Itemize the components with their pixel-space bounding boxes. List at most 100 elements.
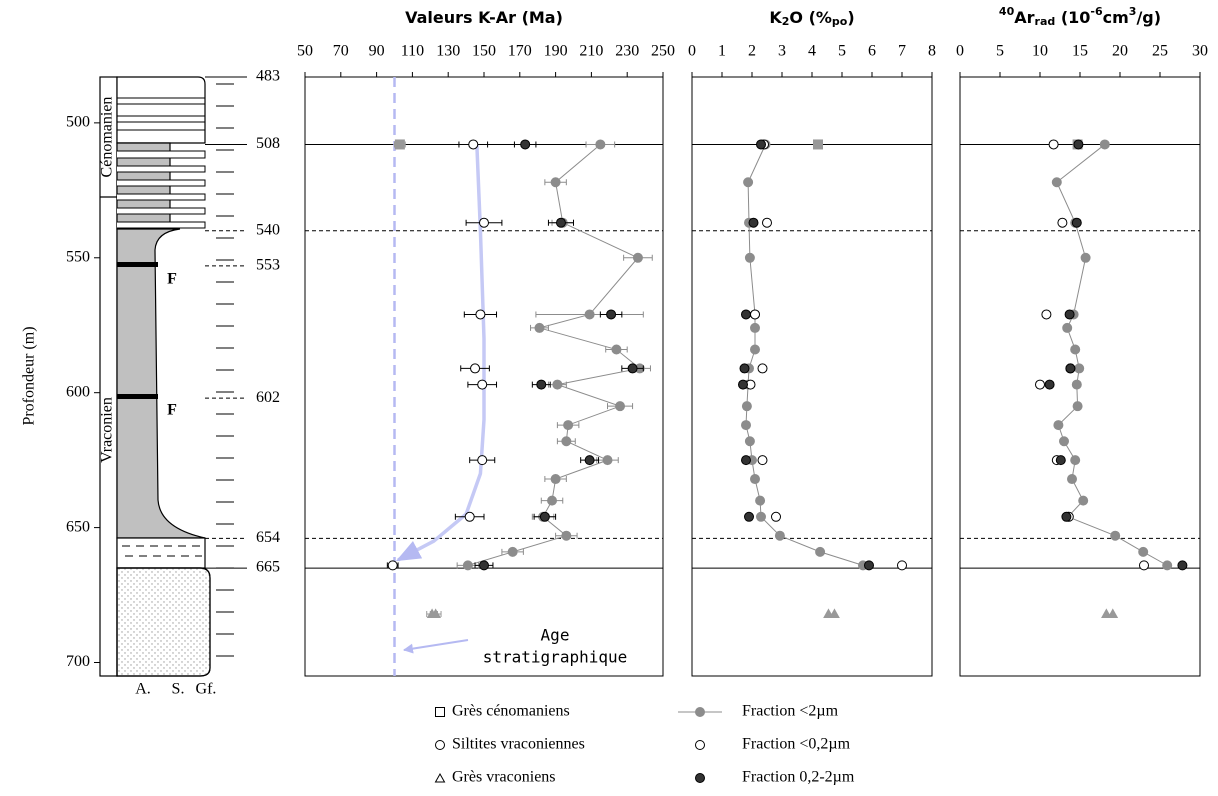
x-tick-label: 230 [615,43,639,60]
circle-point [561,530,572,541]
x-tick-label: 130 [436,43,460,60]
circle-point [756,139,766,150]
square-point [394,139,405,150]
circle-point [864,560,874,571]
title-part: cm [1103,8,1129,27]
depth-tick-label: 600 [66,383,90,400]
stage-label: Vraconien [99,397,116,463]
circle-point [615,401,626,412]
x-tick-label: 25 [1152,43,1168,60]
x-tick-label: 8 [928,43,936,60]
depth-tick-label: 550 [66,248,90,265]
title-part: O (% [789,8,832,27]
legend-label: Fraction <0,2µm [742,736,851,753]
depth-marker-label: 654 [256,529,280,546]
circle-point [1074,363,1085,374]
circle-point [468,139,479,150]
x-tick-label: 5 [996,43,1004,60]
circle-point [1110,530,1121,541]
circle-point [632,252,643,263]
cenomanian-sandstone [116,76,206,144]
column-label: Gf. [196,681,217,698]
x-tick-label: 170 [508,43,532,60]
circle-point [1051,177,1062,188]
x-tick-label: 110 [401,43,424,60]
circle-point [1059,436,1069,447]
trend-curve [395,144,486,562]
circle-point [464,511,475,522]
circle-point [1072,401,1083,412]
circle-point [1139,560,1149,571]
circle-point [897,560,907,571]
circle-point [1071,217,1082,228]
circle-point [1065,363,1076,374]
title-part: 40 [999,5,1015,18]
circle-point [815,546,826,557]
circle-point [762,217,772,228]
circle-point [1099,139,1110,150]
circle-point [743,177,754,188]
annotation-arrow [403,639,469,654]
chart-title: 40Arrad (10-6cm3/g) [999,5,1161,28]
circle-point [611,344,622,355]
circle-point [1048,139,1059,150]
circle-point [771,511,781,522]
circle-point [470,363,481,374]
circle-point [741,420,751,431]
circle-point [627,363,638,374]
fault-label: F [167,271,177,288]
triangle-point [829,608,840,619]
depth-marker-label: 665 [256,559,280,576]
x-tick-label: 20 [1112,43,1128,60]
legend-marker [434,772,446,783]
triangle-point [1101,608,1112,619]
circle-point [1055,455,1066,466]
circle-point [534,322,545,333]
title-part: (10 [1055,8,1090,27]
title-part: ) [847,8,854,27]
title-part: K [769,8,782,27]
legend-label: Siltites vraconiennes [452,736,585,753]
depth-marker-label: 508 [256,135,280,152]
circle-point [1073,139,1084,150]
circle-point [602,455,613,466]
circle-point [750,474,760,485]
panel: 40Arrad (10-6cm3/g) 0 5 10 15 20 25 30 [956,5,1208,677]
circle-point [1044,379,1055,390]
x-tick-label: 4 [808,43,816,60]
square-point [813,139,823,150]
legend-label: Fraction 0,2-2µm [742,769,855,786]
circle-point [757,363,768,374]
fault-label: F [167,402,177,419]
x-tick-label: 90 [369,43,385,60]
annotation: Age [541,626,570,645]
circle-point [774,530,785,541]
circle-point [750,309,760,320]
circle-point [584,309,595,320]
legend-marker [695,740,705,750]
panel: K2O (%po)0 1 2 3 4 5 6 7 8 [688,8,936,677]
circle-point [1070,455,1081,466]
lithology-column [99,76,211,677]
x-tick-label: 2 [748,43,756,60]
title-part: Valeurs K-Ar (Ma) [405,8,563,27]
title-part: 3 [1129,5,1137,18]
x-tick-label: 50 [297,43,313,60]
circle-point [1053,420,1064,431]
depth-marker-label: 540 [256,221,280,238]
circle-point [387,560,398,571]
circle-point [550,177,561,188]
legend-marker [695,707,705,717]
circle-point [744,436,755,447]
circle-point [595,139,606,150]
circle-point [1070,344,1081,355]
title-part: /g) [1136,8,1161,27]
circle-point [1138,546,1149,557]
circle-point [738,379,748,390]
circle-point [507,546,518,557]
x-tick-label: 1 [718,43,726,60]
circle-point [563,420,574,431]
circle-point [1071,379,1082,390]
circle-point [561,436,572,447]
circle-point [1177,560,1188,571]
